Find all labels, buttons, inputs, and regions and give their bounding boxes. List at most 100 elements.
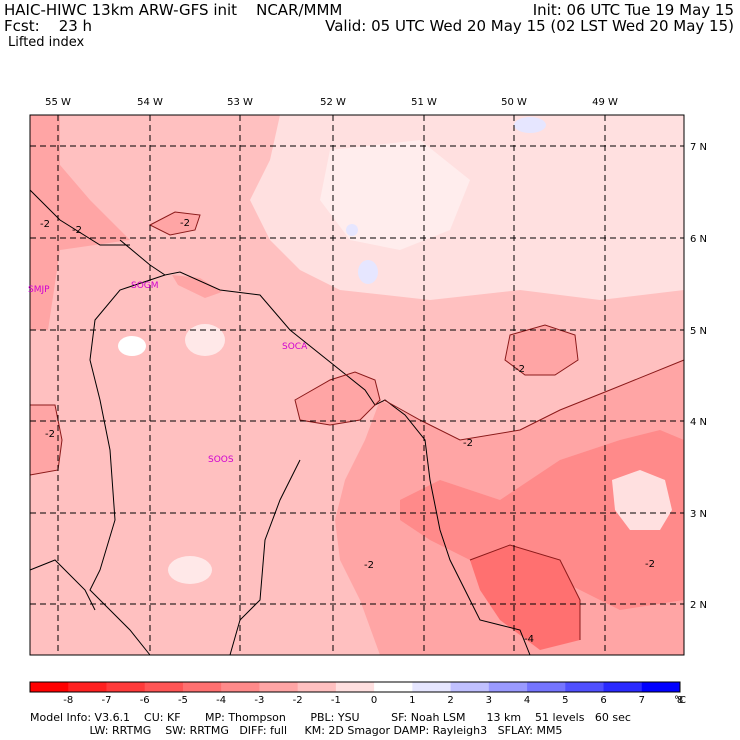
darker-patch-nw (150, 212, 200, 235)
positive-li-patch-small (346, 224, 358, 236)
contour-coast (294, 371, 381, 426)
model-info-line1: Model Info: V3.6.1 CU: KF MP: Thompson P… (30, 711, 631, 724)
field-name: Lifted index (8, 35, 85, 50)
contour-label: -2 (40, 219, 50, 230)
colorbar-swatch (565, 682, 605, 692)
colorbar-ticks: -8 -7 -6 -5 -4 -3 -2 -1 0 1 2 3 4 5 6 7 8 (63, 695, 683, 706)
lon-label-54w: 54 W (137, 97, 163, 108)
colorbar-swatch (527, 682, 566, 692)
colorbar-tick-label: 0 (371, 695, 377, 706)
contour-ne (504, 324, 579, 376)
lon-label-49w: 49 W (592, 97, 618, 108)
border-southwest (29, 559, 96, 611)
colorbar-tick-label: 5 (562, 695, 568, 706)
lon-label-51w: 51 W (411, 97, 437, 108)
colorbar-swatch (488, 682, 528, 692)
colorbar-tick-label: 7 (639, 695, 645, 706)
deep-region-southeast (400, 430, 684, 610)
contour-label: -2 (463, 438, 473, 449)
colorbar-frame (29, 681, 681, 693)
pale-blob-1 (118, 336, 146, 356)
positive-li-patch-top (514, 117, 546, 133)
darker-patch-ne (505, 325, 578, 375)
lon-label-55w: 55 W (45, 97, 71, 108)
lat-label-7n: 7 N (690, 142, 707, 153)
colorbar-tick-label: -5 (178, 695, 188, 706)
colorbar-tick-label: 8 (677, 695, 683, 706)
contour-label: -2 (45, 429, 55, 440)
deepest-region-south (470, 545, 580, 650)
colorbar-tick-label: -3 (254, 695, 264, 706)
pale-patch-east (612, 470, 672, 530)
colorbar-tick-label: 1 (409, 695, 415, 706)
colorbar-swatch (106, 682, 146, 692)
colorbar-swatch (144, 682, 184, 692)
colorbar (29, 681, 681, 693)
colorbar-tick-label: 2 (447, 695, 453, 706)
colorbar-swatch (603, 682, 643, 692)
map-frame (29, 114, 685, 656)
colorbar-swatch (450, 682, 490, 692)
darker-patch-sogm (172, 275, 222, 298)
valid-time: Valid: 05 UTC Wed 20 May 15 (02 LST Wed … (325, 17, 734, 35)
station-soca: SOCA (282, 342, 308, 352)
colorbar-swatch (68, 682, 107, 692)
colorbar-tick-label: 6 (600, 695, 606, 706)
colorbar-swatch (297, 682, 337, 692)
colorbar-swatch (412, 682, 452, 692)
lat-lon-grid (30, 115, 684, 655)
colorbar-tick-label: -1 (331, 695, 341, 706)
lat-label-5n: 5 N (690, 326, 707, 337)
coastlines (29, 189, 531, 656)
lon-label-52w: 52 W (320, 97, 346, 108)
pale-region-core (320, 140, 470, 250)
colorbar-tick-label: -4 (216, 695, 226, 706)
colorbar-tick-label: -2 (293, 695, 303, 706)
contour-label: -2 (364, 560, 374, 571)
coast-northwest (29, 189, 130, 246)
colorbar-swatch (30, 682, 69, 692)
contours (29, 211, 685, 640)
colorbar-swatch (259, 682, 299, 692)
lat-label-4n: 4 N (690, 417, 707, 428)
lat-label-6n: 6 N (690, 234, 707, 245)
lat-label-3n: 3 N (690, 509, 707, 520)
lat-label-2n: 2 N (690, 600, 707, 611)
colorbar-swatch (374, 682, 413, 692)
contour-label: -2 (180, 218, 190, 229)
model-info-line2: LW: RRTMG SW: RRTMG DIFF: full KM: 2D Sm… (30, 724, 563, 737)
colorbar-swatch (221, 682, 260, 692)
contour-west (29, 404, 63, 476)
colorbar-tick-label: 4 (524, 695, 530, 706)
colorbar-swatch (182, 682, 222, 692)
colorbar-swatch (641, 682, 681, 692)
colorbar-swatch (335, 682, 375, 692)
positive-li-patch (358, 260, 378, 284)
forecast-hour: Fcst: 23 h (4, 17, 93, 35)
contour-label: -2 (515, 364, 525, 375)
contour-nw (148, 211, 201, 236)
contour-label: -2 (72, 225, 82, 236)
pale-blob-2 (185, 324, 225, 356)
lon-label-50w: 50 W (501, 97, 527, 108)
contour-south (469, 544, 581, 640)
station-sogm: SOGM (131, 281, 159, 291)
model-title: HAIC-HIWC 13km ARW-GFS init NCAR/MMM (4, 1, 343, 19)
colorbar-tick-label: -6 (140, 695, 150, 706)
init-time: Init: 06 UTC Tue 19 May 15 (532, 1, 734, 19)
border-west (89, 274, 166, 656)
contour-east (383, 359, 685, 441)
lon-label-53w: 53 W (227, 97, 253, 108)
border-interior (229, 459, 301, 656)
station-smjp: SMJP (28, 285, 50, 295)
pale-blob-3 (168, 556, 212, 584)
colorbar-tick-label: -8 (63, 695, 73, 706)
darker-region-west (30, 115, 130, 330)
colorbar-tick-label: 3 (486, 695, 492, 706)
pale-region-north (250, 115, 684, 300)
contour-label: -2 (645, 559, 655, 570)
station-soos: SOOS (208, 455, 234, 465)
contour-label: -4 (524, 634, 534, 645)
colorbar-unit: °C (674, 695, 686, 706)
